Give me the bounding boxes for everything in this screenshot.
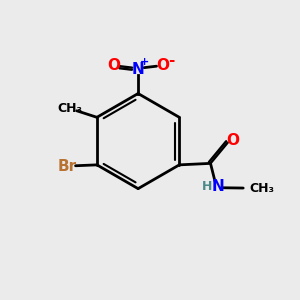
- Text: N: N: [132, 62, 145, 77]
- Text: CH₃: CH₃: [249, 182, 274, 194]
- Text: H: H: [202, 180, 212, 193]
- Text: O: O: [226, 133, 240, 148]
- Text: Br: Br: [58, 159, 77, 174]
- Text: O: O: [156, 58, 169, 73]
- Text: +: +: [140, 57, 149, 67]
- Text: O: O: [107, 58, 120, 73]
- Text: -: -: [168, 53, 175, 68]
- Text: N: N: [212, 179, 224, 194]
- Text: CH₃: CH₃: [58, 102, 83, 115]
